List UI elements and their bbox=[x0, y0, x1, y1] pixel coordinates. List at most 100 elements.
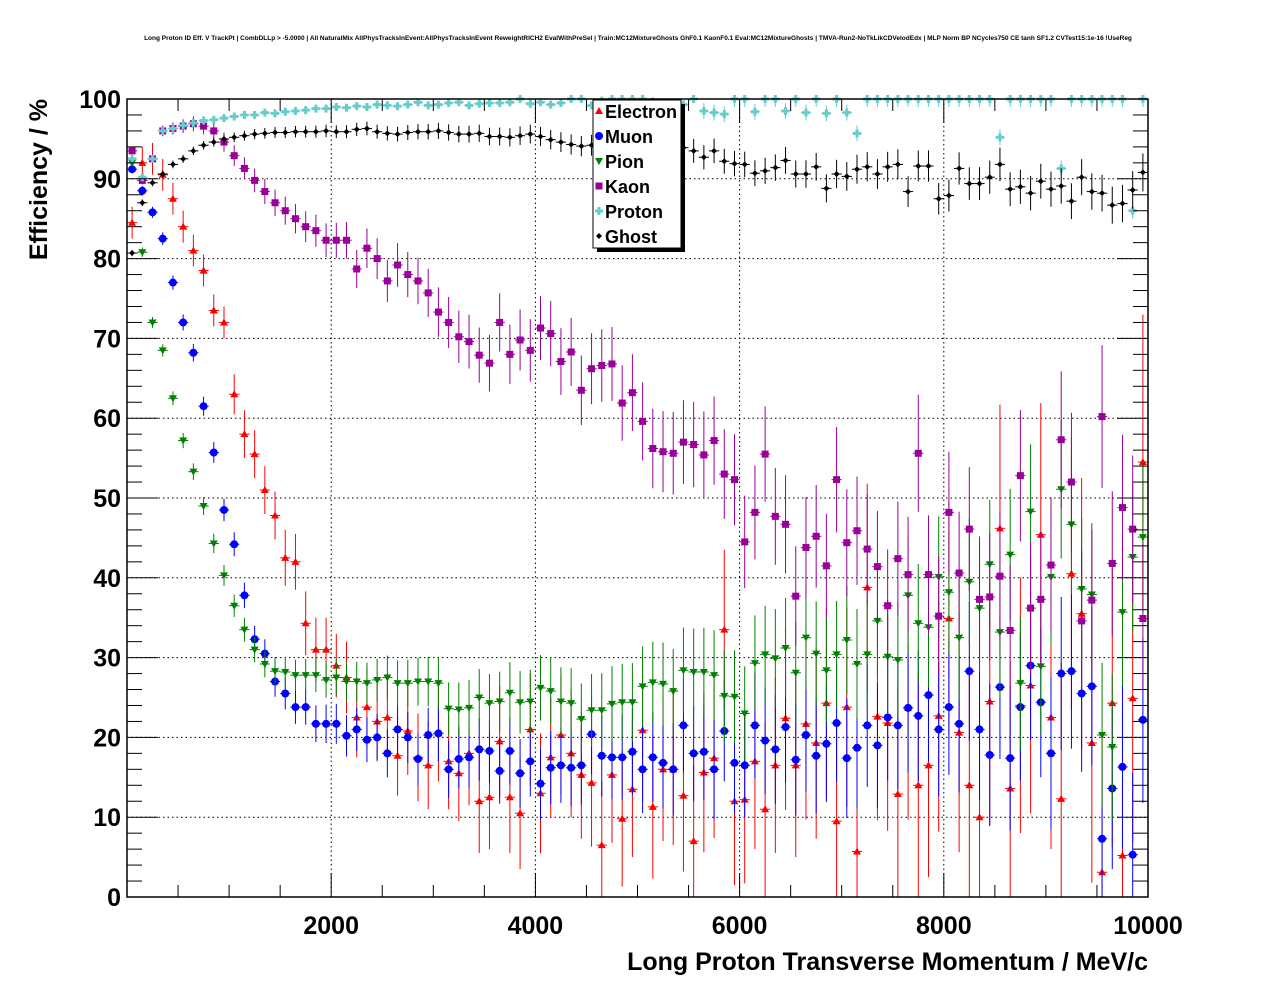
data-point bbox=[505, 746, 514, 755]
data-point bbox=[628, 389, 636, 397]
data-point bbox=[1047, 561, 1055, 569]
data-point bbox=[231, 134, 238, 141]
data-point bbox=[413, 98, 422, 107]
data-point bbox=[925, 163, 932, 170]
data-point bbox=[1139, 614, 1147, 622]
legend-entry: Muon bbox=[595, 127, 653, 147]
data-point bbox=[148, 319, 157, 327]
data-point bbox=[292, 128, 299, 135]
data-point bbox=[240, 591, 249, 600]
x-tick-label: 8000 bbox=[916, 912, 972, 940]
data-point bbox=[638, 683, 647, 691]
data-point bbox=[363, 244, 371, 252]
data-point bbox=[128, 147, 136, 155]
data-point bbox=[302, 128, 309, 135]
data-point bbox=[496, 318, 504, 326]
data-point bbox=[281, 668, 290, 676]
data-point bbox=[628, 747, 637, 756]
data-point bbox=[731, 160, 738, 167]
data-point bbox=[454, 98, 463, 107]
data-point bbox=[832, 817, 841, 825]
data-point bbox=[435, 127, 442, 134]
data-point bbox=[138, 186, 147, 195]
data-point bbox=[1048, 186, 1055, 193]
data-point bbox=[791, 669, 800, 677]
data-point bbox=[1118, 762, 1127, 771]
data-point bbox=[618, 753, 627, 762]
data-point bbox=[404, 271, 412, 279]
data-point bbox=[199, 502, 208, 510]
data-point bbox=[1016, 472, 1024, 480]
data-point bbox=[425, 128, 432, 135]
data-point bbox=[914, 449, 922, 457]
series-muon bbox=[127, 165, 1148, 897]
data-point bbox=[567, 700, 576, 708]
data-point bbox=[343, 128, 350, 135]
data-point bbox=[179, 437, 188, 445]
data-point bbox=[1016, 680, 1025, 688]
data-point bbox=[873, 741, 882, 750]
data-point bbox=[383, 749, 392, 758]
data-point bbox=[832, 651, 841, 659]
data-point bbox=[322, 719, 331, 728]
data-point bbox=[915, 163, 922, 170]
data-point bbox=[333, 128, 340, 135]
legend-label: Kaon bbox=[605, 177, 650, 197]
data-point bbox=[730, 693, 739, 701]
data-point bbox=[466, 131, 473, 138]
legend-entry: Ghost bbox=[596, 227, 657, 247]
data-point bbox=[210, 127, 218, 135]
data-point bbox=[812, 532, 820, 540]
data-point bbox=[455, 333, 463, 341]
data-point bbox=[230, 390, 239, 398]
data-point bbox=[149, 179, 156, 186]
data-point bbox=[1006, 754, 1015, 763]
data-point bbox=[1128, 694, 1137, 702]
data-point bbox=[700, 154, 707, 161]
data-point bbox=[1078, 174, 1085, 181]
data-point bbox=[168, 395, 177, 403]
data-point bbox=[577, 386, 585, 394]
data-point bbox=[179, 222, 188, 230]
data-point bbox=[434, 729, 443, 738]
data-point bbox=[924, 571, 932, 579]
data-point bbox=[199, 116, 208, 125]
series-electron bbox=[127, 142, 1148, 897]
data-point bbox=[740, 710, 749, 718]
data-point bbox=[241, 132, 248, 139]
data-point bbox=[271, 668, 280, 676]
data-point bbox=[271, 511, 280, 519]
data-point bbox=[1037, 178, 1044, 185]
data-point bbox=[853, 847, 862, 855]
data-point bbox=[219, 114, 228, 123]
data-point bbox=[332, 674, 341, 682]
data-point bbox=[1128, 206, 1137, 215]
data-point bbox=[842, 637, 851, 645]
data-point bbox=[322, 645, 331, 653]
data-point bbox=[914, 620, 923, 628]
data-point bbox=[976, 180, 983, 187]
data-point bbox=[996, 572, 1004, 580]
data-point bbox=[822, 562, 830, 570]
data-point bbox=[894, 161, 901, 168]
data-point bbox=[587, 707, 596, 715]
data-point bbox=[414, 128, 421, 135]
data-point bbox=[1058, 182, 1065, 189]
data-point bbox=[393, 725, 402, 734]
data-point bbox=[526, 346, 534, 354]
y-tick-label: 60 bbox=[93, 405, 121, 433]
data-point bbox=[485, 359, 493, 367]
y-tick-labels: 0 10 20 30 40 50 60 70 80 90 100 bbox=[79, 86, 121, 912]
data-point bbox=[148, 154, 157, 163]
data-point bbox=[556, 698, 565, 706]
data-point bbox=[863, 651, 872, 659]
data-point bbox=[322, 676, 331, 684]
y-tick-label: 0 bbox=[107, 884, 121, 912]
data-point bbox=[301, 619, 310, 627]
data-point bbox=[638, 765, 647, 774]
data-point bbox=[883, 713, 892, 722]
data-point bbox=[1098, 413, 1106, 421]
data-point bbox=[720, 692, 729, 700]
data-point bbox=[597, 841, 606, 849]
data-point bbox=[628, 699, 637, 707]
